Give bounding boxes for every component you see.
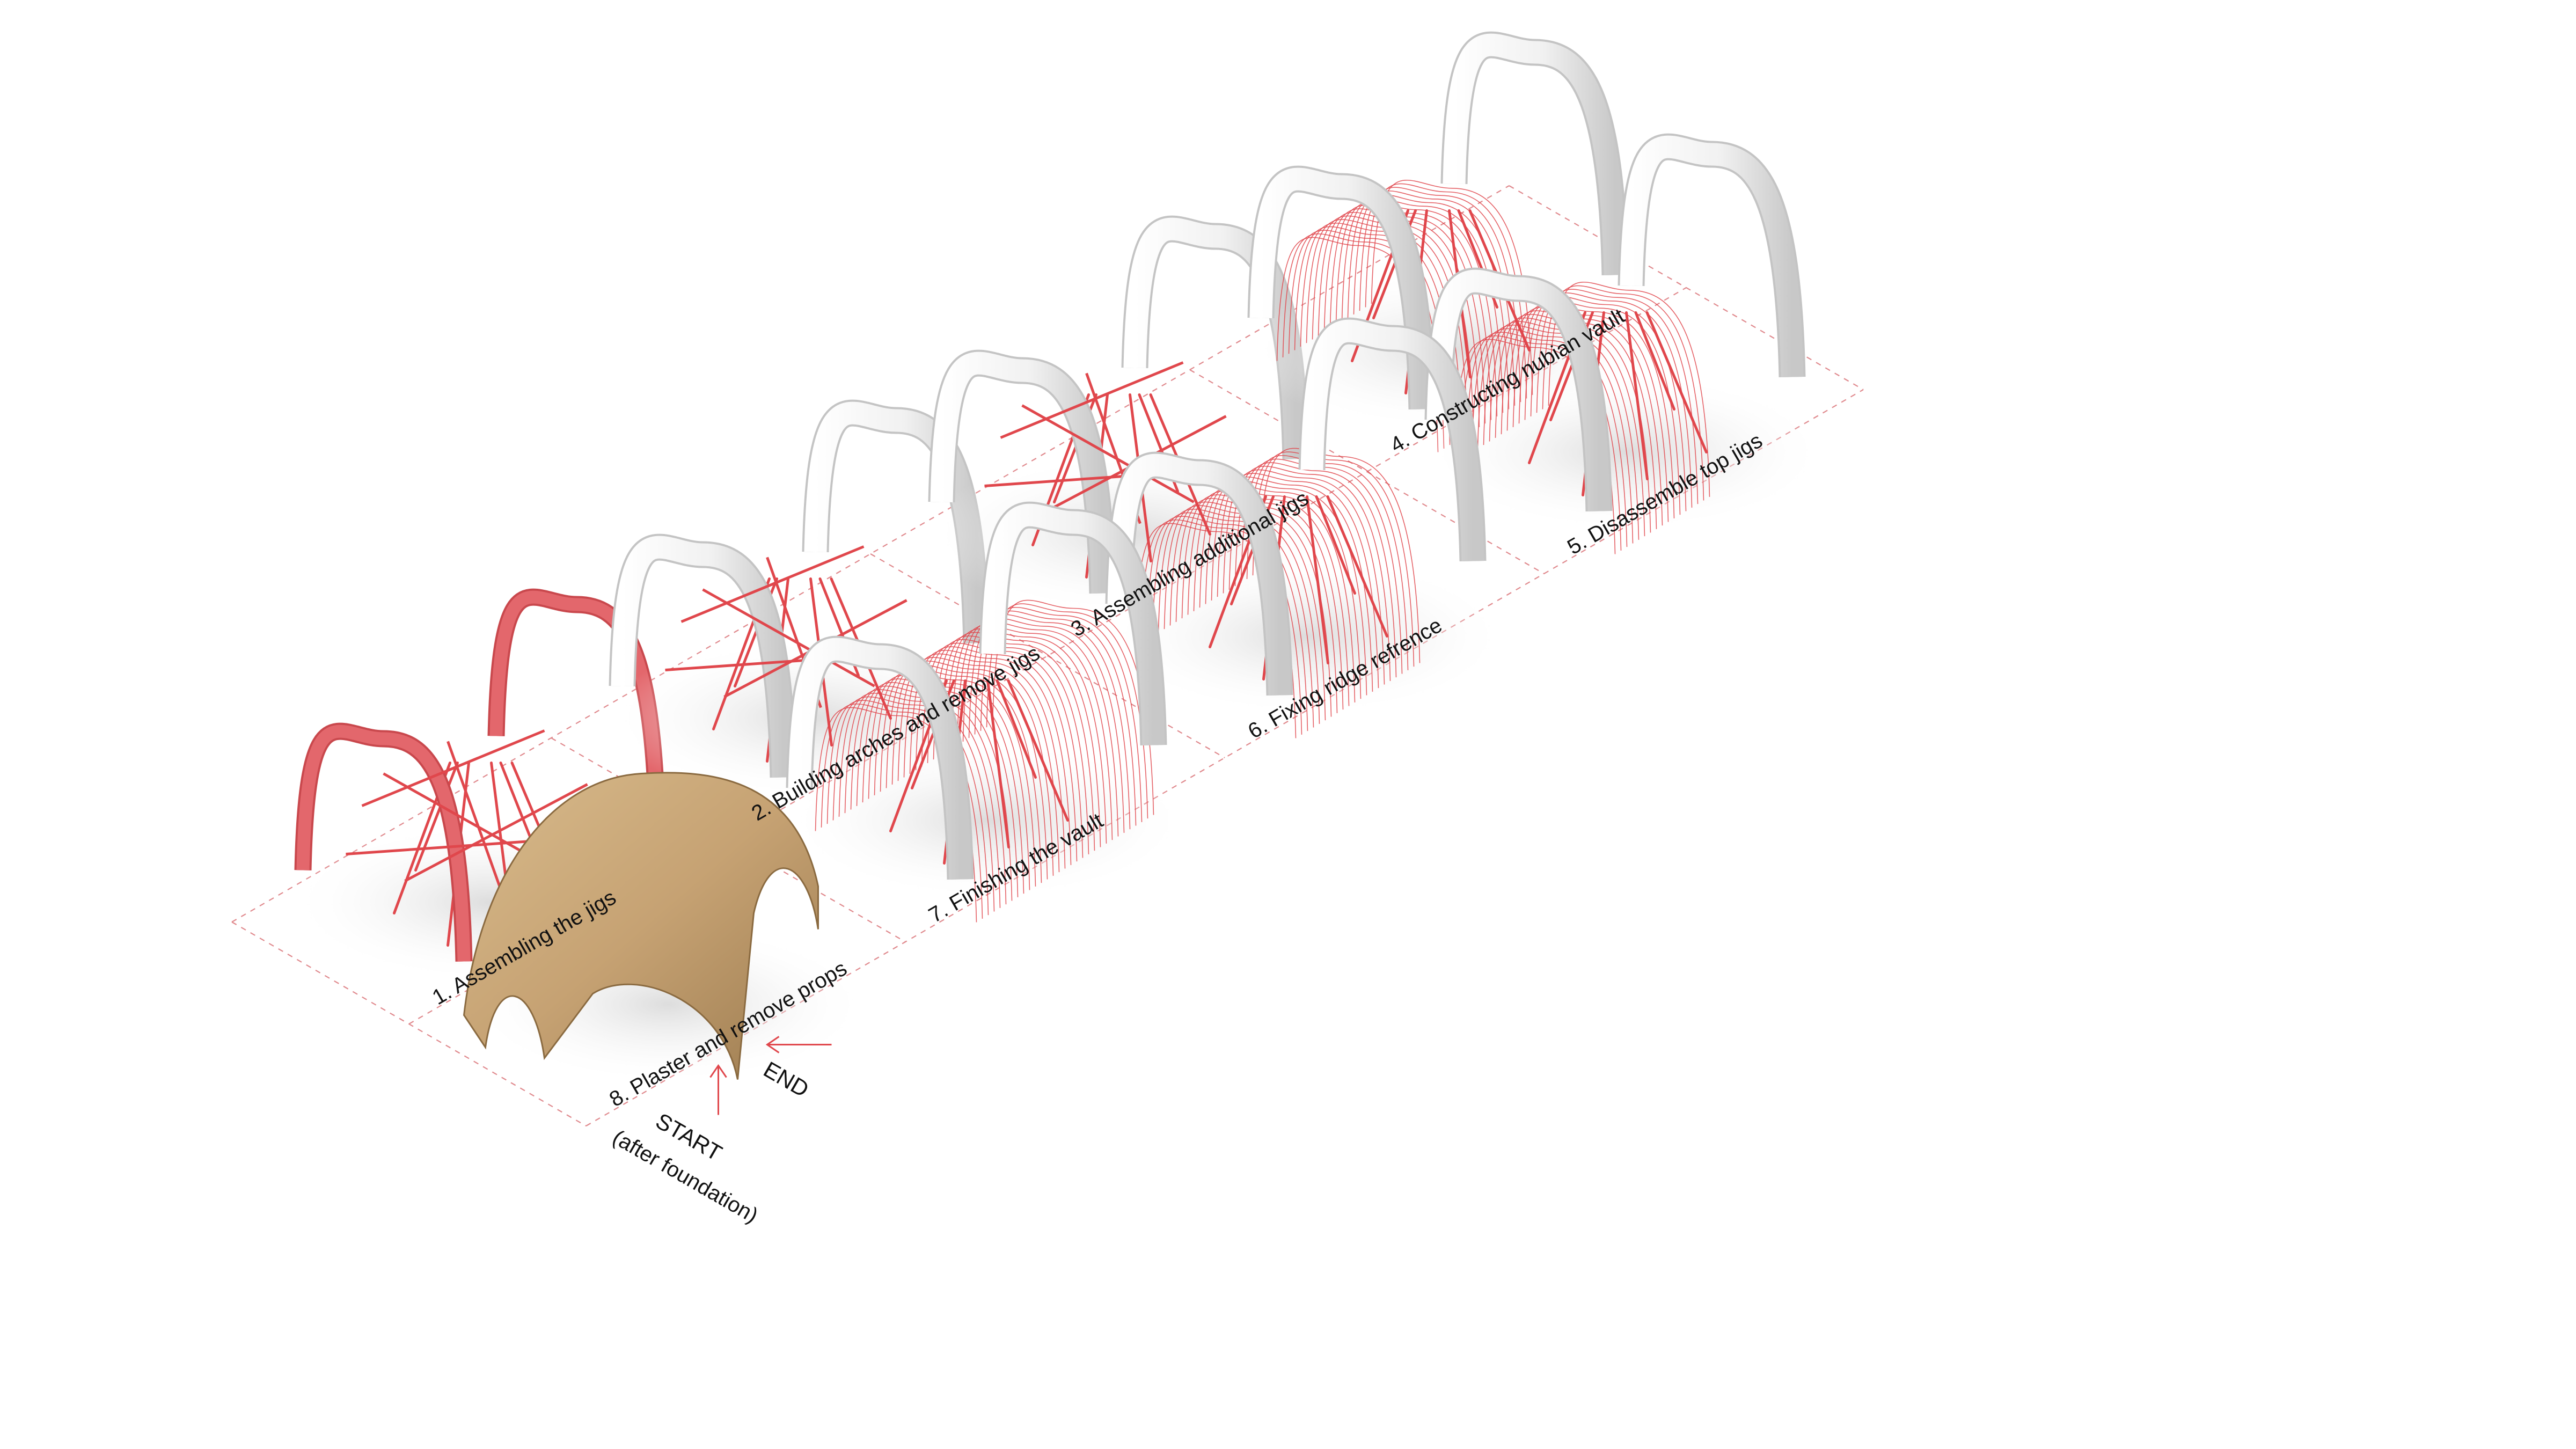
prop-pole bbox=[986, 679, 1010, 848]
vault-course bbox=[874, 671, 1036, 887]
vault-models bbox=[287, 31, 1830, 1085]
vault-course bbox=[945, 628, 1107, 844]
vault-course bbox=[956, 621, 1119, 837]
arch bbox=[1249, 167, 1433, 409]
grid-line-cross bbox=[1189, 369, 1545, 574]
vault-course bbox=[885, 664, 1048, 880]
vault-course bbox=[821, 703, 983, 919]
vault-course bbox=[939, 632, 1101, 847]
vault-course bbox=[832, 696, 995, 912]
jig-brace bbox=[702, 588, 875, 687]
arch bbox=[1426, 269, 1611, 511]
jig-brace bbox=[680, 545, 865, 623]
grid-line-cross bbox=[1509, 185, 1864, 390]
vault-course bbox=[1193, 487, 1356, 702]
prop-pole bbox=[1645, 311, 1708, 453]
vault-course bbox=[933, 635, 1095, 851]
prop-pole bbox=[1315, 495, 1356, 595]
vault-course bbox=[1524, 296, 1687, 511]
jig-brace bbox=[361, 729, 545, 807]
prop-pole bbox=[1007, 679, 1069, 822]
vault-course bbox=[1258, 448, 1421, 663]
arch bbox=[1300, 319, 1484, 561]
step-model-5 bbox=[1422, 133, 1830, 554]
prop-pole bbox=[1326, 495, 1388, 638]
vault-course bbox=[1152, 512, 1314, 728]
vault-course bbox=[927, 639, 1089, 854]
vault-course bbox=[1518, 299, 1681, 515]
arch bbox=[930, 352, 1114, 594]
jig-brace bbox=[1000, 361, 1184, 439]
vault-course bbox=[1252, 451, 1415, 667]
prop-pole bbox=[1625, 311, 1649, 480]
vault-course bbox=[1187, 491, 1350, 706]
vault-course bbox=[1465, 332, 1628, 547]
vault-course bbox=[868, 675, 1030, 890]
arch bbox=[296, 724, 471, 962]
arch bbox=[788, 638, 972, 880]
arch bbox=[1107, 453, 1291, 696]
end-arrow-head bbox=[765, 1036, 780, 1053]
jig-brace bbox=[1021, 404, 1195, 503]
start-arrow-head bbox=[709, 1064, 727, 1078]
vault-course bbox=[1329, 204, 1492, 420]
vault-course bbox=[1246, 455, 1409, 670]
vault-course bbox=[1530, 292, 1693, 508]
grid-line-cross bbox=[231, 921, 587, 1126]
vault-course bbox=[826, 700, 989, 916]
vault-course bbox=[1211, 476, 1373, 692]
ground-shadow bbox=[1102, 555, 1511, 717]
jig-brace bbox=[404, 783, 588, 882]
prop-pole bbox=[414, 762, 459, 872]
step-model-6 bbox=[1102, 317, 1511, 738]
arch bbox=[1620, 135, 1804, 377]
vault-course bbox=[838, 692, 1001, 908]
vault-course bbox=[891, 660, 1054, 876]
jig-brace bbox=[447, 741, 503, 892]
vault-course bbox=[1512, 303, 1675, 518]
arch bbox=[981, 503, 1165, 745]
vault-course bbox=[1146, 516, 1308, 731]
prop-pole bbox=[1634, 311, 1675, 411]
arch bbox=[1443, 33, 1627, 275]
vault-course bbox=[1506, 306, 1669, 522]
step-model-7 bbox=[783, 501, 1191, 923]
grid-line-cross bbox=[870, 553, 1225, 758]
vault-course bbox=[1477, 324, 1640, 540]
vault-course bbox=[1199, 484, 1362, 699]
vault-course bbox=[962, 617, 1125, 833]
vault-course bbox=[1140, 519, 1302, 735]
vault-course bbox=[880, 668, 1042, 883]
vault-course bbox=[1459, 335, 1622, 551]
vault-course bbox=[950, 625, 1113, 840]
vault-course bbox=[1205, 480, 1367, 696]
ground-shadow bbox=[1422, 371, 1830, 533]
prop-pole bbox=[1306, 495, 1329, 664]
prop-pole bbox=[996, 679, 1037, 779]
arch bbox=[611, 536, 795, 778]
vault-course bbox=[1158, 508, 1320, 724]
vault-course bbox=[1471, 328, 1634, 544]
plastered-vault bbox=[463, 772, 819, 1080]
ground-shadow bbox=[783, 740, 1191, 901]
